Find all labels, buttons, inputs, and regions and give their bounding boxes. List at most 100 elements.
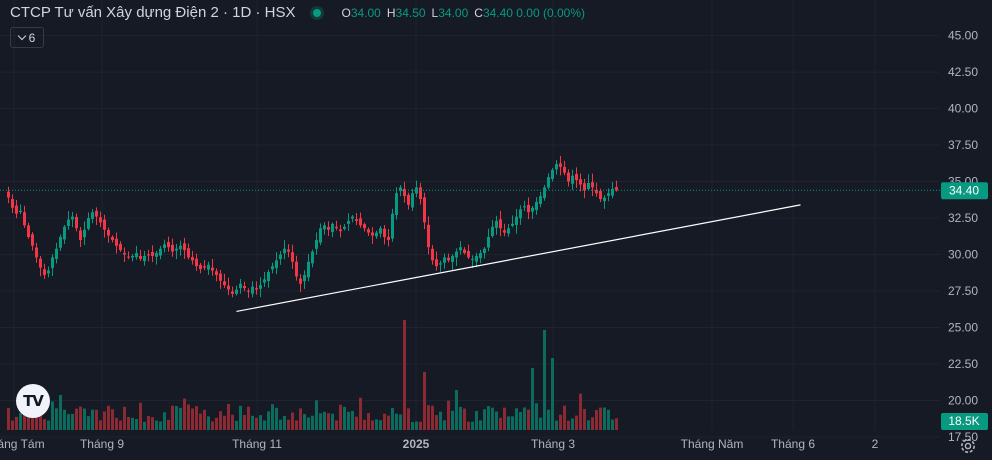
volume-bar bbox=[139, 402, 142, 430]
candle-body bbox=[523, 206, 526, 208]
candle-body bbox=[91, 212, 94, 219]
volume-bar bbox=[251, 415, 254, 430]
candle-body bbox=[415, 187, 418, 194]
candle-body bbox=[307, 261, 310, 278]
volume-bar bbox=[111, 409, 114, 430]
candle-body bbox=[387, 236, 390, 240]
volume-bar bbox=[99, 420, 102, 430]
candle-body bbox=[299, 278, 302, 284]
price-tick-label: 22.50 bbox=[948, 357, 978, 371]
candle-body bbox=[579, 179, 582, 185]
candle-body bbox=[63, 226, 66, 240]
candle-body bbox=[595, 189, 598, 194]
candle-body bbox=[467, 250, 470, 258]
volume-bar bbox=[347, 411, 350, 430]
volume-bar bbox=[335, 420, 338, 430]
volume-bar bbox=[231, 414, 234, 430]
volume-bar bbox=[43, 419, 46, 430]
open-key: O bbox=[341, 5, 351, 20]
close-key: C bbox=[474, 5, 483, 20]
tradingview-logo[interactable]: TV bbox=[16, 384, 50, 418]
volume-bar bbox=[163, 412, 166, 430]
volume-bar bbox=[383, 413, 386, 430]
time-axis[interactable]: Tháng Tám Tháng 9 Tháng 11 2025 Tháng 3 Tháng… bbox=[0, 437, 879, 451]
candle-body bbox=[275, 260, 278, 269]
gear-icon[interactable] bbox=[958, 436, 978, 456]
candle-body bbox=[539, 196, 542, 205]
symbol-title[interactable]: CTCP Tư vấn Xây dựng Điện 2 · 1D · HSX bbox=[10, 4, 296, 21]
candle-body bbox=[263, 279, 266, 283]
time-tick-label: Tháng Năm bbox=[681, 437, 744, 451]
volume-bar bbox=[39, 413, 42, 430]
candle-body bbox=[11, 199, 14, 208]
volume-bar bbox=[315, 400, 318, 430]
candle-body bbox=[239, 283, 242, 289]
candle-body bbox=[587, 183, 590, 190]
candle-body bbox=[607, 193, 610, 196]
price-tick-label: 45.00 bbox=[948, 29, 978, 43]
chevron-down-icon bbox=[17, 31, 26, 41]
volume-bar bbox=[591, 417, 594, 430]
candle-body bbox=[135, 253, 138, 258]
volume-bar bbox=[331, 413, 334, 430]
candle-body bbox=[147, 254, 150, 256]
volume-bar bbox=[135, 419, 138, 430]
volume-bar bbox=[551, 358, 554, 430]
volume-bar bbox=[167, 419, 170, 430]
volume-bar bbox=[299, 408, 302, 430]
volume-bar bbox=[427, 405, 430, 430]
volume-badge bbox=[941, 413, 988, 430]
volume-bar bbox=[35, 409, 38, 430]
volume-bar bbox=[547, 409, 550, 430]
volume-bar bbox=[371, 420, 374, 430]
candle-body bbox=[447, 257, 450, 261]
candle-body bbox=[475, 255, 478, 262]
candle-body bbox=[115, 238, 118, 246]
candle-body bbox=[75, 216, 78, 229]
candle-body bbox=[271, 266, 274, 270]
candle-body bbox=[7, 191, 10, 198]
volume-bar bbox=[419, 421, 422, 430]
candle-body bbox=[423, 197, 426, 223]
trendline[interactable] bbox=[236, 204, 801, 313]
candle-body bbox=[215, 271, 218, 275]
low-value: 34.00 bbox=[438, 5, 469, 20]
price-tick-label: 20.00 bbox=[948, 393, 978, 407]
volume-bar bbox=[255, 417, 258, 430]
candle-body bbox=[247, 290, 250, 292]
last-price-label: 34.40 bbox=[949, 183, 979, 197]
candle-body bbox=[379, 228, 382, 234]
volume-bar bbox=[535, 403, 538, 430]
candle-body bbox=[431, 248, 434, 261]
candle-body bbox=[347, 220, 350, 224]
volume-bar bbox=[123, 406, 126, 430]
time-tick-label: 2025 bbox=[403, 437, 430, 451]
candle-body bbox=[487, 237, 490, 248]
volume-bar bbox=[451, 410, 454, 430]
candle-body bbox=[331, 223, 334, 233]
candle-body bbox=[259, 285, 262, 289]
candle-body bbox=[123, 252, 126, 255]
candle-body bbox=[83, 229, 86, 238]
volume-bar bbox=[611, 419, 614, 430]
volume-bar bbox=[191, 408, 194, 430]
candle-body bbox=[223, 281, 226, 286]
volume-bar bbox=[443, 420, 446, 430]
volume-bar bbox=[279, 419, 282, 430]
price-tick-label: 27.50 bbox=[948, 284, 978, 298]
indicator-collapse-button[interactable]: 6 bbox=[10, 27, 44, 48]
candle-body bbox=[79, 230, 82, 240]
candle-body bbox=[567, 172, 570, 182]
volume-bar bbox=[487, 406, 490, 430]
candle-body bbox=[327, 226, 330, 230]
volume-bar bbox=[179, 407, 182, 430]
indicator-count: 6 bbox=[28, 30, 36, 45]
candle-body bbox=[511, 223, 514, 226]
volume-bar bbox=[399, 414, 402, 430]
volume-bar bbox=[223, 415, 226, 430]
volume-bar bbox=[159, 421, 162, 430]
price-axis[interactable]: 45.0042.5040.0037.5035.0032.5030.0027.50… bbox=[948, 29, 978, 444]
volume-bar bbox=[143, 421, 146, 430]
candle-body bbox=[15, 205, 18, 214]
